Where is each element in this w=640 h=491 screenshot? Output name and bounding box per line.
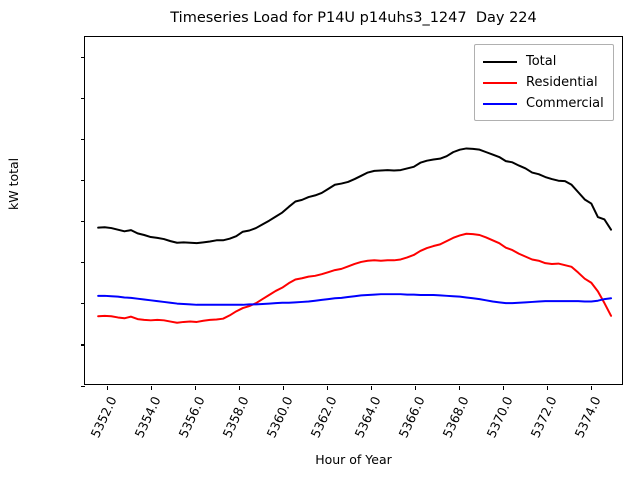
series-line-total bbox=[97, 147, 613, 245]
x-tick-mark bbox=[150, 386, 152, 390]
chart-title: Timeseries Load for P14U p14uhs3_1247 Da… bbox=[170, 10, 537, 26]
legend-entry-total: Total bbox=[483, 51, 604, 72]
legend-entry-commercial: Commercial bbox=[483, 93, 604, 114]
plot-area bbox=[81, 36, 623, 390]
x-axis-label: Hour of Year bbox=[315, 452, 392, 467]
x-tick-mark bbox=[326, 386, 328, 390]
x-tick-mark bbox=[106, 386, 108, 390]
legend: Total Residential Commercial bbox=[474, 44, 614, 121]
y-tick-mark bbox=[81, 385, 85, 387]
legend-label-commercial: Commercial bbox=[526, 96, 604, 111]
y-tick-mark bbox=[81, 98, 85, 100]
series-line-commercial bbox=[97, 293, 613, 306]
x-tick-mark bbox=[414, 386, 416, 390]
y-tick-mark bbox=[81, 57, 85, 59]
y-tick-mark bbox=[81, 221, 85, 223]
x-tick-mark bbox=[370, 386, 372, 390]
legend-swatch-total bbox=[483, 60, 517, 63]
legend-swatch-residential bbox=[483, 81, 517, 84]
y-axis-label: kW total bbox=[6, 157, 21, 210]
x-tick-mark bbox=[502, 386, 504, 390]
series-line-residential bbox=[97, 232, 613, 324]
x-tick-mark bbox=[546, 386, 548, 390]
legend-swatch-commercial bbox=[483, 102, 517, 105]
y-tick-mark bbox=[81, 180, 85, 182]
legend-label-total: Total bbox=[526, 54, 557, 69]
x-tick-mark bbox=[194, 386, 196, 390]
x-tick-mark bbox=[458, 386, 460, 390]
y-tick-mark bbox=[81, 262, 85, 264]
x-tick-mark bbox=[238, 386, 240, 390]
series-lines bbox=[97, 147, 613, 324]
y-tick-mark bbox=[81, 303, 85, 305]
figure-canvas: Timeseries Load for P14U p14uhs3_1247 Da… bbox=[6, 10, 623, 467]
y-tick-mark bbox=[81, 139, 85, 141]
legend-label-residential: Residential bbox=[526, 75, 598, 90]
y-tick-mark bbox=[81, 344, 85, 346]
x-tick-mark bbox=[590, 386, 592, 390]
x-tick-mark bbox=[282, 386, 284, 390]
legend-entry-residential: Residential bbox=[483, 72, 604, 93]
x-tick-label: 5374.0 bbox=[571, 394, 604, 440]
